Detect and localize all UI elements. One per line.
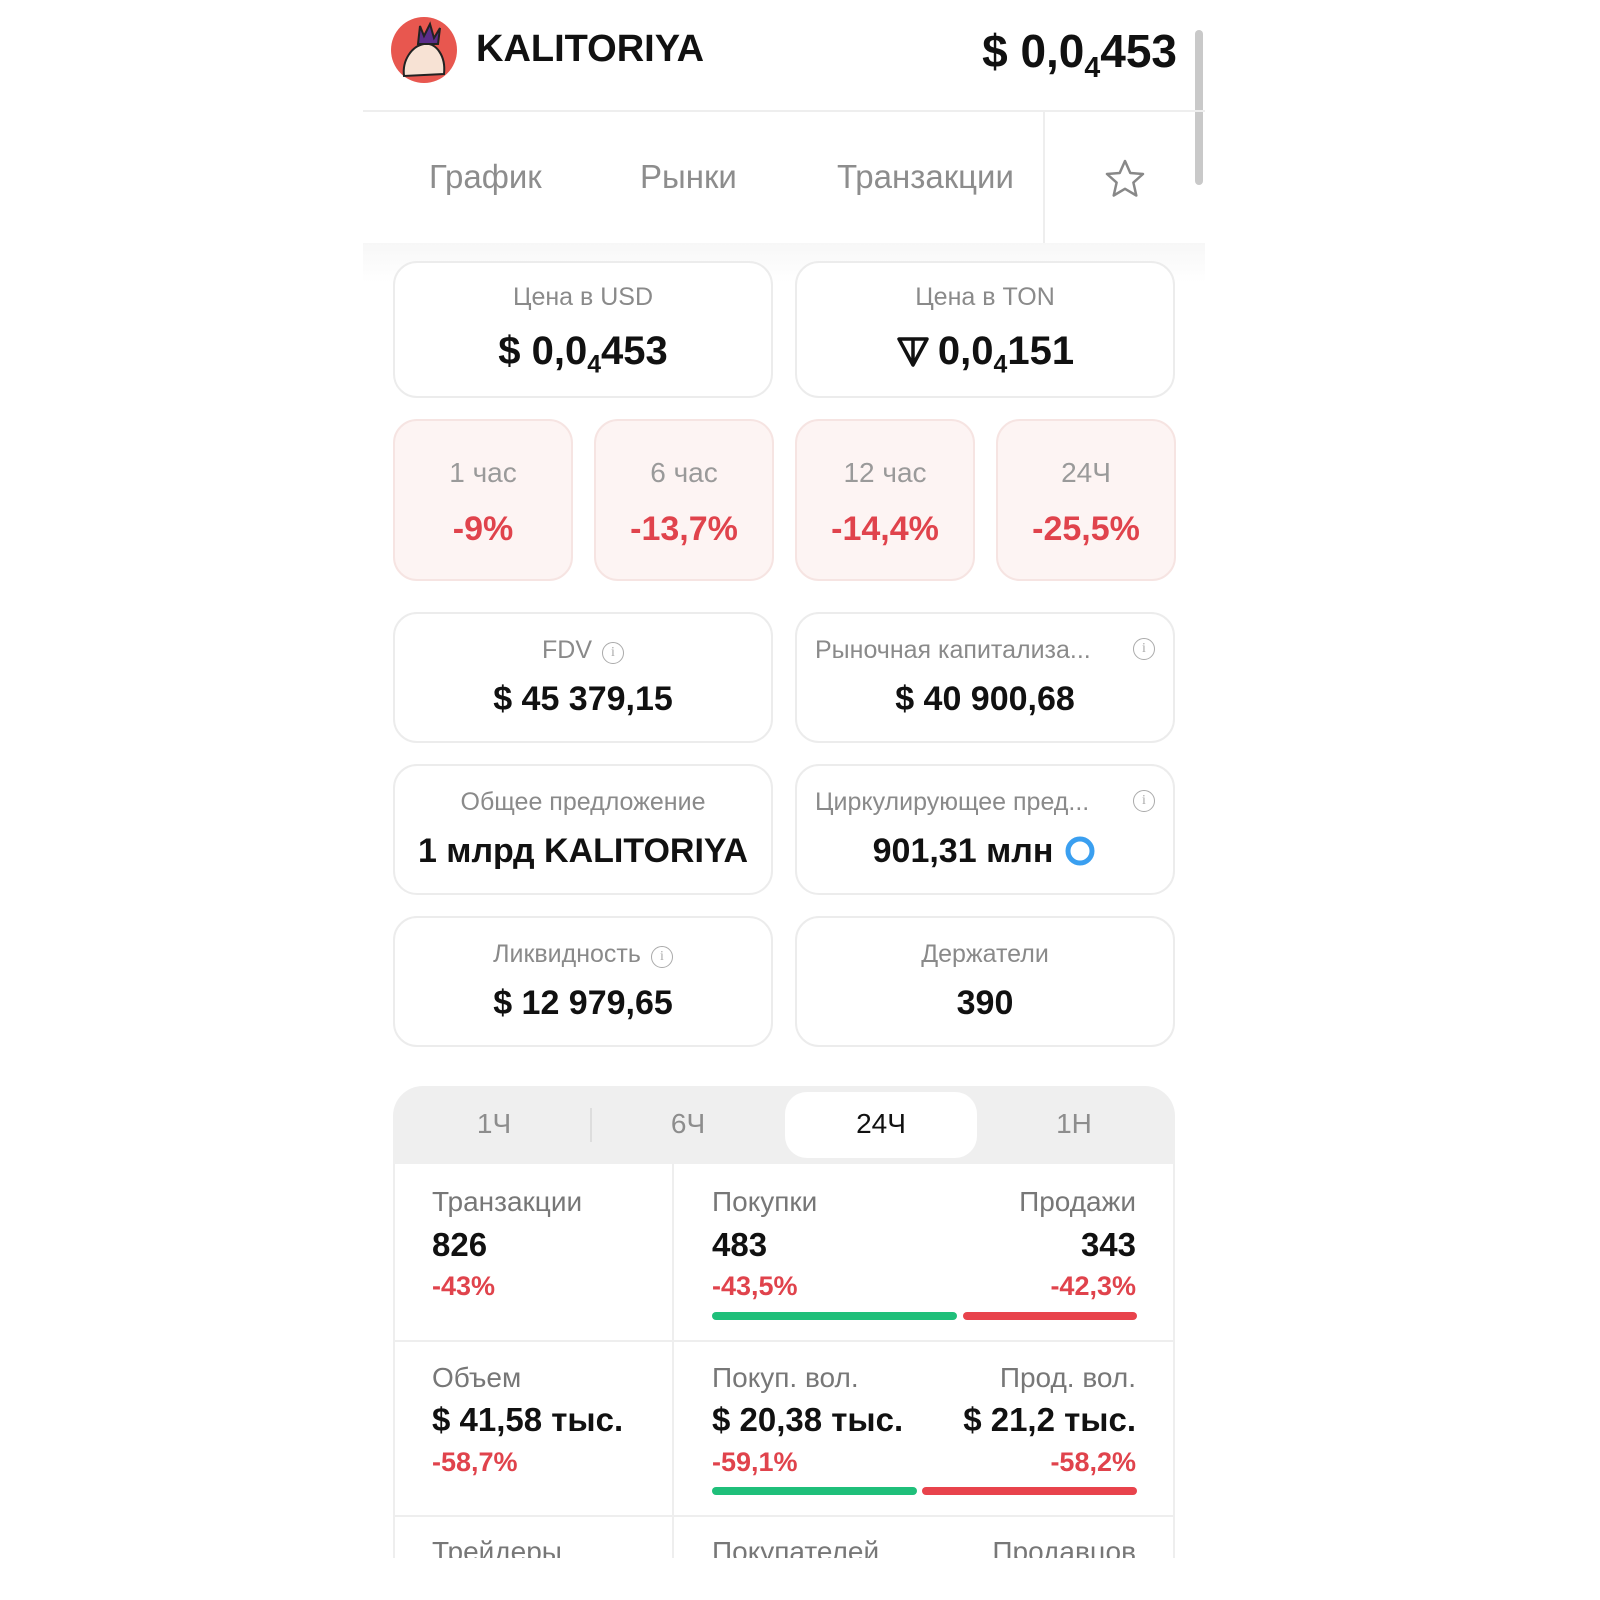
change-value: -25,5% (1032, 510, 1140, 548)
stat-value: $ 20,38 тыс. (712, 1401, 904, 1438)
metric-card: Рыночная капитализа... i $ 40 900,68 (795, 612, 1175, 743)
change-label: 12 час (843, 457, 927, 488)
token-name: KALITORIYA (476, 28, 705, 70)
divider (393, 1340, 1175, 1342)
change-label: 24Ч (1061, 457, 1111, 488)
info-icon[interactable]: i (1133, 638, 1155, 660)
scrollbar[interactable] (1195, 30, 1203, 185)
metric-card: Общее предложение 1 млрд KALITORIYA (393, 764, 773, 895)
change-card: 6 час -13,7% (594, 419, 774, 581)
screen: KALITORIYA $ 0,04453 График Рынки Транза… (363, 17, 1205, 1558)
stat-label: Транзакции (432, 1186, 583, 1217)
card-label: Цена в TON (915, 283, 1055, 311)
metric-label: FDV (542, 636, 592, 664)
price-subscript: 4 (587, 351, 601, 379)
tab[interactable]: Рынки (640, 158, 737, 195)
stat-value: 826 (432, 1226, 488, 1263)
stat-change: -58,7% (432, 1447, 518, 1477)
stat-change: -42,3% (1050, 1271, 1136, 1301)
price-text: 151 (1007, 329, 1075, 373)
metric-label: Держатели (921, 940, 1049, 968)
sell-bar (963, 1312, 1137, 1320)
divider (672, 1164, 674, 1558)
buy-bar (712, 1487, 917, 1495)
token-price: $ 0,04453 (982, 24, 1177, 85)
price-subscript: 4 (1084, 51, 1101, 84)
info-icon[interactable]: i (602, 642, 624, 664)
stat-label: Покуп. вол. (712, 1362, 859, 1393)
period-button[interactable]: 6Ч (670, 1108, 706, 1139)
divider (1043, 112, 1045, 243)
stat-label: Продажи (1019, 1186, 1136, 1217)
ton-icon (897, 337, 929, 367)
stat-label: Прод. вол. (999, 1362, 1136, 1393)
stat-label: Продавцов (992, 1536, 1136, 1558)
price-subscript: 4 (993, 351, 1008, 379)
progress-ring (1065, 836, 1095, 866)
stat-value: $ 41,58 тыс. (432, 1401, 624, 1438)
change-value: -14,4% (831, 510, 939, 548)
tab[interactable]: График (429, 158, 542, 195)
stat-value: $ 21,2 тыс. (963, 1401, 1136, 1438)
divider (590, 1108, 592, 1142)
divider (363, 110, 1205, 112)
metric-label: Ликвидность (493, 940, 641, 968)
metric-card: Ликвидность i $ 12 979,65 (393, 916, 773, 1047)
metric-label: Общее предложение (460, 788, 706, 816)
sell-bar (922, 1487, 1137, 1495)
stat-label: Трейдеры (432, 1536, 562, 1558)
price-text: 453 (1100, 25, 1177, 77)
price-text: $ 0,0 (498, 329, 588, 373)
metric-value: $ 12 979,65 (493, 984, 673, 1022)
stat-change: -43% (432, 1271, 496, 1301)
buy-bar (712, 1312, 957, 1320)
metric-value: 901,31 млн (872, 832, 1054, 870)
price-text: $ 0,0 (982, 25, 1085, 77)
card-label: Цена в USD (512, 283, 654, 311)
stat-change: -43,5% (712, 1271, 798, 1301)
favorite-star[interactable] (1104, 158, 1146, 200)
period-button[interactable]: 1Ч (476, 1108, 512, 1139)
period-button[interactable]: 1Н (1056, 1108, 1092, 1139)
tab[interactable]: Транзакции (837, 158, 1014, 195)
stat-value: 343 (1080, 1226, 1136, 1263)
change-card: 1 час -9% (393, 419, 573, 581)
metric-value: $ 45 379,15 (493, 680, 673, 718)
change-value: -13,7% (630, 510, 738, 548)
stat-label: Покупателей (712, 1536, 880, 1558)
stat-change: -58,2% (1050, 1447, 1136, 1477)
stats-grid (393, 1164, 1175, 1558)
metric-value: 390 (956, 984, 1014, 1022)
period-active-bg (785, 1092, 977, 1158)
metric-card: FDV i $ 45 379,15 (393, 612, 773, 743)
metric-label: Циркулирующее пред... (815, 788, 1090, 816)
change-label: 6 час (650, 457, 718, 488)
card-value: $ 0,04453 (395, 329, 771, 380)
metric-card: Циркулирующее пред... i 901,31 млн (795, 764, 1175, 895)
stat-change: -59,1% (712, 1447, 798, 1477)
stat-label: Объем (432, 1362, 522, 1393)
period-button[interactable]: 24Ч (856, 1108, 906, 1139)
info-icon[interactable]: i (1133, 790, 1155, 812)
info-icon[interactable]: i (650, 946, 673, 968)
price-text: 453 (601, 329, 668, 373)
stat-label: Покупки (712, 1186, 818, 1217)
change-card: 12 час -14,4% (795, 419, 975, 581)
change-label: 1 час (449, 457, 517, 488)
token-avatar (391, 17, 457, 83)
metric-label: Рыночная капитализа... (815, 636, 1091, 664)
change-card: 24Ч -25,5% (996, 419, 1176, 581)
price-text: 0,0 (937, 329, 994, 373)
change-value: -9% (452, 510, 514, 548)
metric-value: 1 млрд KALITORIYA (417, 832, 749, 870)
metric-card: Держатели 390 (795, 916, 1175, 1047)
divider (393, 1515, 1175, 1517)
metric-value: $ 40 900,68 (895, 680, 1075, 718)
price-card: Цена в TON 0,04151 (795, 261, 1175, 398)
price-card: Цена в USD $ 0,04453 (393, 261, 773, 398)
period-selector (393, 1086, 1175, 1164)
card-value: 0,04151 (797, 329, 1173, 380)
stat-value: 483 (712, 1226, 768, 1263)
